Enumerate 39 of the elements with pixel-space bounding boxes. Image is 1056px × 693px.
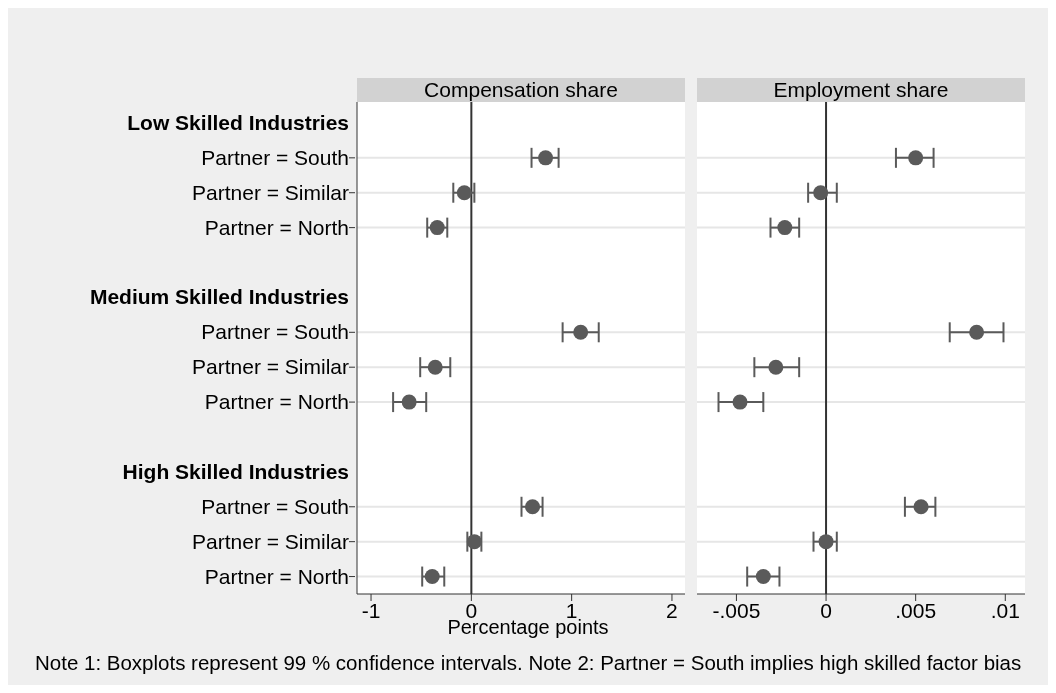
point — [755, 569, 771, 585]
point — [969, 324, 985, 340]
point — [818, 534, 834, 550]
y-tick-label: High Skilled Industries — [122, 459, 349, 483]
y-tick-label: Low Skilled Industries — [127, 110, 349, 134]
y-tick-label: Partner = South — [201, 145, 349, 169]
point — [768, 359, 784, 375]
point — [427, 359, 443, 375]
x-tick-label: 2 — [666, 598, 678, 622]
y-tick-label: Medium Skilled Industries — [89, 285, 349, 309]
point — [913, 499, 929, 515]
chart-title: Compensation share — [357, 78, 685, 102]
x-tick-label: -.005 — [712, 598, 761, 622]
x-tick-label: -1 — [361, 598, 381, 622]
y-tick-label: Partner = Similar — [192, 180, 349, 204]
y-tick-label: Partner = North — [204, 564, 349, 588]
point — [424, 569, 440, 585]
point — [466, 534, 482, 550]
point — [813, 185, 829, 201]
y-tick-label: Partner = Similar — [192, 529, 349, 553]
point — [573, 324, 589, 340]
chart-title: Employment share — [697, 78, 1025, 102]
x-tick-label: 1 — [565, 598, 578, 622]
y-tick-label: Partner = South — [201, 320, 349, 344]
point — [777, 220, 793, 236]
y-tick-label: Partner = Similar — [192, 355, 349, 379]
y-tick-label: Partner = North — [204, 390, 349, 414]
y-tick-label: Partner = South — [201, 494, 349, 518]
point — [732, 394, 748, 410]
point — [401, 394, 417, 410]
x-tick-label: .005 — [895, 598, 937, 622]
point — [538, 150, 554, 166]
text: Note 1: Boxplots represent 99 % confidence intervals. Note 2: Partner = South implies high skilled factor bias — [34, 651, 1023, 675]
x-tick-label: 0 — [820, 598, 832, 622]
point — [525, 499, 541, 515]
x-tick-label: 0 — [465, 598, 478, 622]
point — [908, 150, 924, 166]
y-tick-label: Partner = North — [204, 215, 349, 239]
x-tick-label: .01 — [990, 598, 1020, 622]
